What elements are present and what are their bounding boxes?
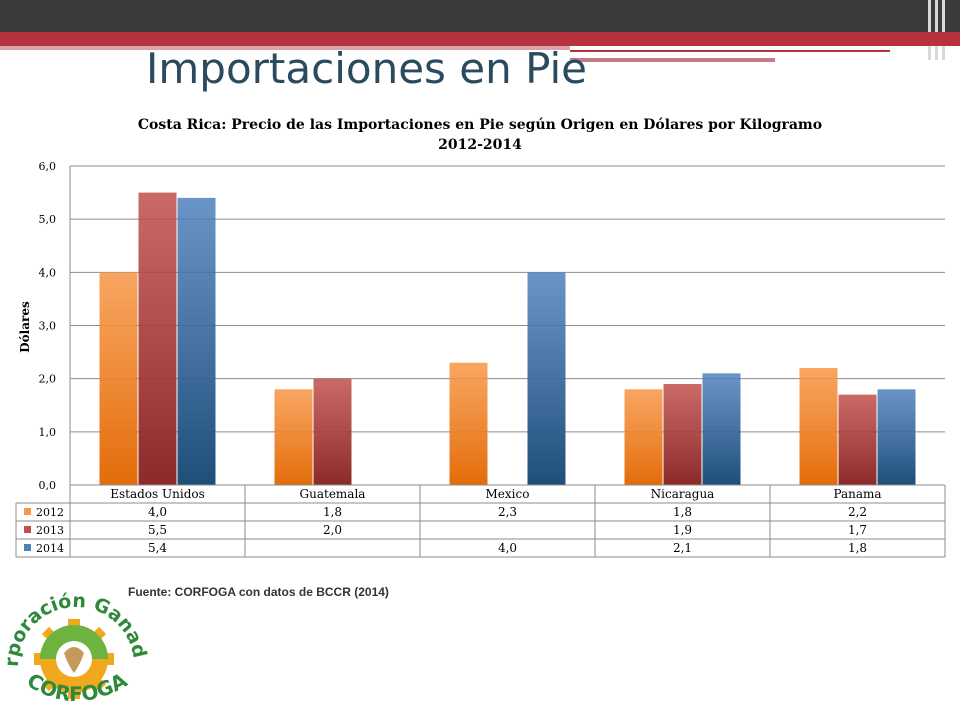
y-axis-ticks: 0,0 1,0 2,0 3,0 4,0 5,0 6,0 [39,160,57,492]
source-note: Fuente: CORFOGA con datos de BCCR (2014) [128,585,389,599]
y-tick-label: 4,0 [39,266,57,279]
y-tick-label: 3,0 [39,320,57,333]
data-label: 1,8 [673,505,692,519]
data-label: 1,7 [848,523,867,537]
legend-swatch [24,526,31,533]
bar-2012-panama [799,368,838,485]
y-axis-label: Dólares [18,301,32,353]
data-label: 1,8 [323,505,342,519]
header-decoration [928,0,952,60]
chart-title: Costa Rica: Precio de las Importaciones … [138,117,822,133]
data-label: 4,0 [148,505,167,519]
legend-label: 2013 [36,524,64,537]
bar-2013-panama [838,394,877,485]
category-label: Guatemala [300,487,366,501]
bar-2012-guatemala [274,389,313,485]
data-label: 5,5 [148,523,167,537]
bar-2012-mexico [449,362,488,485]
accent-band-light [0,46,570,50]
category-label: Nicaragua [651,487,715,501]
data-label: 2,3 [498,505,517,519]
bar-2013-estados-unidos [138,192,177,485]
category-label: Estados Unidos [110,487,205,501]
category-label: Panama [833,487,881,501]
y-tick-label: 6,0 [39,160,57,173]
gear-icon [34,619,114,699]
data-label: 1,8 [848,541,867,555]
data-label: 2,2 [848,505,867,519]
bar-2014-mexico [527,272,566,485]
data-label: 4,0 [498,541,517,555]
category-label: Mexico [486,487,530,501]
bar-2014-nicaragua [702,373,741,485]
bar-chart: Costa Rica: Precio de las Importaciones … [15,117,946,558]
data-label: 1,9 [673,523,692,537]
y-tick-label: 2,0 [39,373,57,386]
accent-line-short [570,58,775,62]
legend-swatch [24,544,31,551]
corfoga-logo: Corporación Ganadera CORFOGA [0,575,150,706]
bars [99,192,916,485]
data-label: 5,4 [148,541,167,555]
bar-2013-nicaragua [663,383,702,485]
y-tick-label: 5,0 [39,213,57,226]
legend-label: 2012 [36,506,64,519]
legend-swatch [24,508,31,515]
bar-2013-guatemala [313,378,352,485]
header-bar [0,0,960,60]
chart-subtitle: 2012-2014 [438,137,522,153]
bar-2014-estados-unidos [177,197,216,485]
data-label: 2,1 [673,541,692,555]
accent-line [570,50,890,56]
data-label: 2,0 [323,523,342,537]
page-title: Importaciones en Pie [146,44,587,93]
bar-2012-nicaragua [624,389,663,485]
bar-2012-estados-unidos [99,272,138,485]
accent-band [0,32,960,46]
legend-label: 2014 [36,542,64,555]
y-tick-label: 0,0 [39,479,57,492]
bar-2014-panama [877,389,916,485]
data-table: Estados Unidos Guatemala Mexico Nicaragua Pa… [15,484,946,558]
y-tick-label: 1,0 [39,426,57,439]
